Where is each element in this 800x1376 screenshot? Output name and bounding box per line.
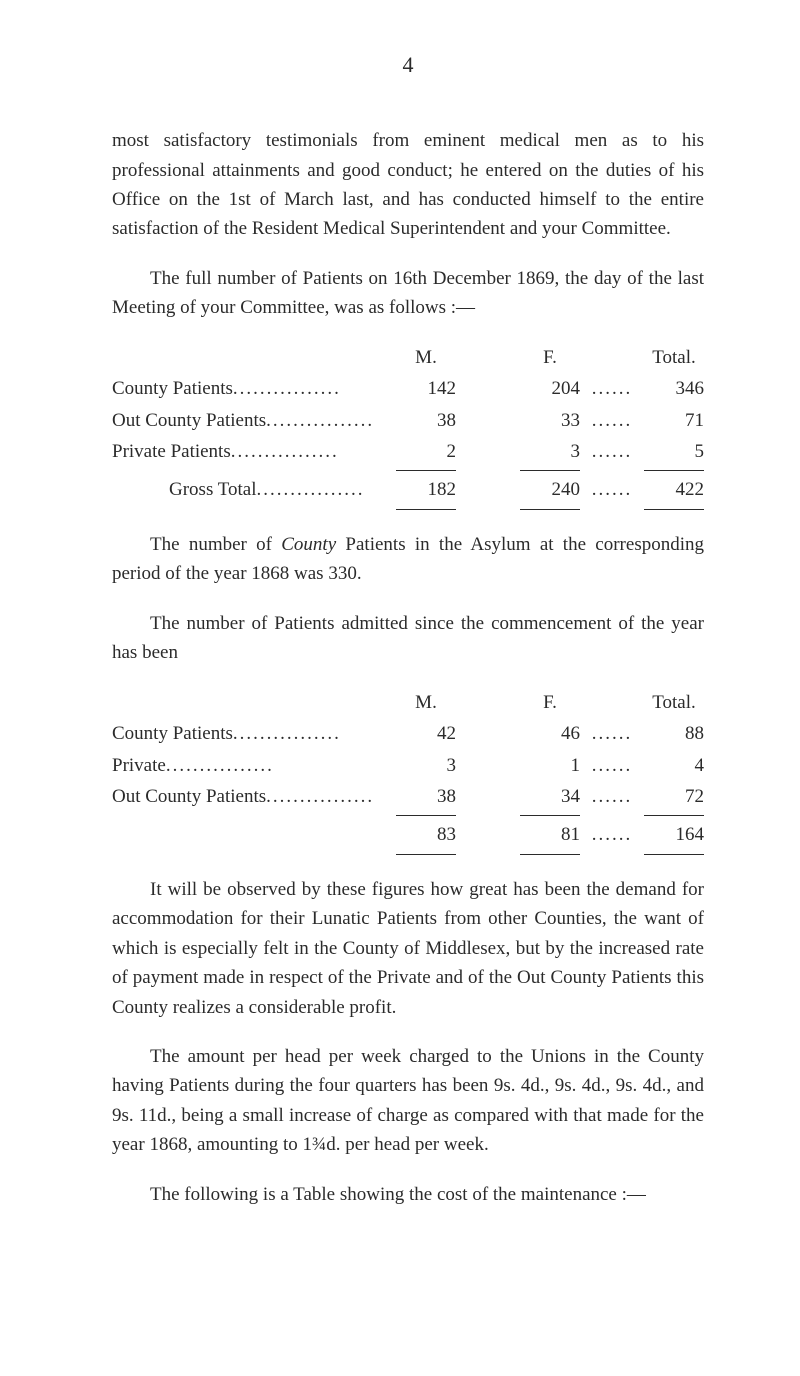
leader-dots: ................ [233,374,396,403]
header-gap [456,343,520,372]
row-total: 72 [644,782,704,811]
header-total: Total. [644,688,704,717]
leader-dots: ................ [166,751,396,780]
row-f: 1 [520,751,580,780]
mid-gap [456,374,520,403]
row-f: 34 [520,782,580,811]
table-row: Out County Patients ................ 38 … [112,782,704,811]
table-header-row: M. F. Total. [112,343,704,372]
mid-gap [456,406,520,435]
row-f: 3 [520,437,580,466]
paragraph-2: The full number of Patients on 16th Dece… [112,264,704,323]
header-f: F. [520,688,580,717]
row-m: 142 [396,374,456,403]
row-f: 46 [520,719,580,748]
mid-dots: ...... [580,437,644,466]
leader-dots: ................ [266,782,396,811]
paragraph-6: The amount per head per week charged to … [112,1042,704,1160]
row-total: 4 [644,751,704,780]
gross-m: 182 [396,475,456,504]
row-total: 71 [644,406,704,435]
leader-dots: ................ [266,406,396,435]
mid-dots: ...... [580,719,644,748]
mid-gap [456,751,520,780]
row-m: 38 [396,782,456,811]
row-total: 346 [644,374,704,403]
sum-spacer [117,820,396,849]
row-m: 2 [396,437,456,466]
row-m: 3 [396,751,456,780]
mid-dots: ...... [580,475,644,504]
table-row: Out County Patients ................ 38 … [112,406,704,435]
gross-total: 422 [644,475,704,504]
row-f: 204 [520,374,580,403]
table-row: County Patients ................ 142 204… [112,374,704,403]
header-spacer-dots [117,688,396,717]
sum-row: 83 81 ...... 164 [112,820,704,849]
header-spacer-dots [117,343,396,372]
row-m: 38 [396,406,456,435]
patients-summary-table: M. F. Total. County Patients ...........… [112,343,704,510]
paragraph-4: The number of Patients admitted since th… [112,609,704,668]
gross-label: Gross Total [112,475,257,504]
mid-dots: ...... [580,406,644,435]
row-total: 5 [644,437,704,466]
row-label: Private Patients [112,437,231,466]
leader-dots: ................ [257,475,396,504]
header-total: Total. [644,343,704,372]
paragraph-7: The following is a Table showing the cos… [112,1180,704,1209]
row-label: Out County Patients [112,782,266,811]
header-gap2 [580,688,644,717]
document-page: 4 most satisfactory testimonials from em… [0,0,800,1289]
rule-top [112,470,704,471]
row-total: 88 [644,719,704,748]
row-f: 33 [520,406,580,435]
gross-f: 240 [520,475,580,504]
mid-dots: ...... [580,374,644,403]
mid-gap [456,719,520,748]
row-label: Out County Patients [112,406,266,435]
gross-total-row: Gross Total ................ 182 240 ...… [112,475,704,504]
mid-dots: ...... [580,782,644,811]
paragraph-5: It will be observed by these figures how… [112,875,704,1022]
table-row: County Patients ................ 42 46 .… [112,719,704,748]
header-m: M. [396,688,456,717]
paragraph-3: The number of County Patients in the Asy… [112,530,704,589]
sum-total: 164 [644,820,704,849]
table-row: Private ................ 3 1 ...... 4 [112,751,704,780]
mid-gap [456,437,520,466]
leader-dots: ................ [231,437,396,466]
sum-f: 81 [520,820,580,849]
italic-county: County [281,534,336,555]
row-label: County Patients [112,374,233,403]
rule-bottom [112,854,704,855]
row-m: 42 [396,719,456,748]
rule-bottom [112,509,704,510]
sum-m: 83 [396,820,456,849]
header-f: F. [520,343,580,372]
mid-dots: ...... [580,751,644,780]
leader-dots: ................ [233,719,396,748]
table-header-row: M. F. Total. [112,688,704,717]
paragraph-1: most satisfactory testimonials from emin… [112,126,704,244]
mid-dots: ...... [580,820,644,849]
header-gap [456,688,520,717]
table-row: Private Patients ................ 2 3 ..… [112,437,704,466]
rule-top [112,815,704,816]
row-label: County Patients [112,719,233,748]
mid-gap [456,820,520,849]
mid-gap [456,782,520,811]
page-number: 4 [112,48,704,82]
admissions-table: M. F. Total. County Patients ...........… [112,688,704,855]
mid-gap [456,475,520,504]
header-m: M. [396,343,456,372]
header-gap2 [580,343,644,372]
row-label: Private [112,751,166,780]
